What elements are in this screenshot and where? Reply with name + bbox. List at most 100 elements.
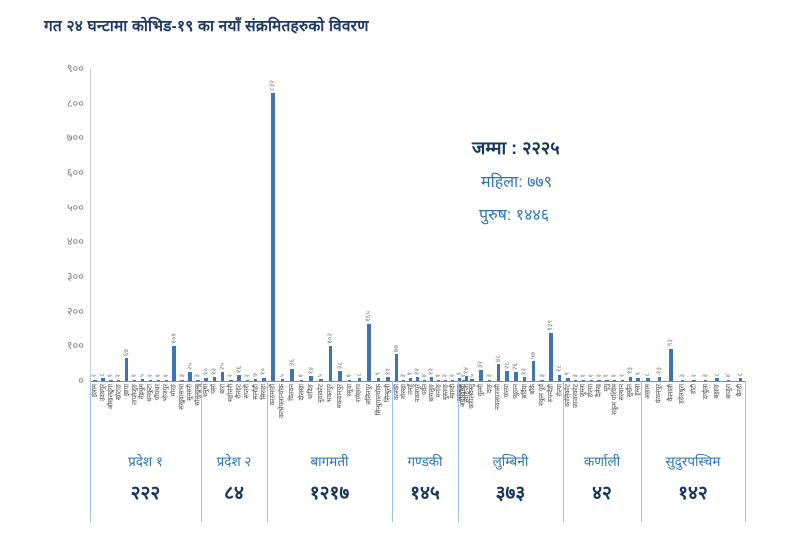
bar (505, 371, 509, 381)
bar (93, 379, 97, 381)
bar-value-label: १६५ (365, 310, 373, 322)
bar (188, 372, 192, 381)
district-slot: २८ पाल्पा (503, 69, 512, 398)
bar (309, 376, 313, 381)
district-label: सल्यान (618, 384, 626, 401)
district-label: दाङ (486, 384, 494, 394)
bar (692, 379, 696, 381)
bar-value-label: १ (435, 374, 442, 378)
bar (245, 379, 250, 381)
bar-value-label: ३ (572, 374, 580, 378)
y-axis-tick-label: ८०० (66, 97, 84, 110)
district-slot: २ इलाम (91, 69, 99, 397)
district-slot: २८ मकवानपुर (335, 69, 345, 408)
province-separator (90, 381, 91, 522)
bar (415, 376, 420, 381)
bar-value-label: ५ (468, 373, 476, 378)
district-label: जुम्ला (579, 384, 587, 398)
district-slot: १० धनुषा (202, 69, 210, 397)
y-axis-tick-label: ३०० (66, 271, 84, 283)
bar-value-label: ९ (407, 372, 414, 376)
bar (376, 377, 381, 381)
bar-value-label: १ (587, 374, 595, 378)
bar-value-label: २ (115, 374, 123, 378)
province-name: प्रदेश १ (128, 454, 163, 469)
province-separator (392, 381, 393, 522)
bar-value-label: १२ (414, 367, 421, 375)
district-label: तेह्रथुम (138, 384, 146, 400)
district-slot: १० सिराहा (260, 69, 268, 399)
bar (116, 379, 121, 381)
bar (479, 369, 483, 381)
bar (253, 378, 258, 381)
bar (280, 379, 285, 381)
y-axis-tick-label: ५०० (66, 201, 84, 214)
district-slot: ८ उदयपुर (99, 69, 107, 402)
district-slot: ३ संखुवासभा (178, 69, 186, 409)
district-label: डोटी (690, 384, 698, 395)
summary-female: महिला: ७७९ (481, 174, 553, 191)
district-label: प्युठान (512, 384, 520, 399)
district-label: रुपन्देही (547, 384, 555, 403)
y-axis-tick-label: ९०० (66, 63, 84, 75)
bar-value-label: ३ (678, 374, 686, 378)
bar-value-label: १३ (655, 367, 663, 375)
district-label: बाजुरा (725, 384, 733, 399)
district-label: दैलेख (595, 384, 603, 398)
bar (338, 371, 342, 381)
province-separator (563, 381, 564, 522)
district-label: तनहुँ (407, 384, 414, 395)
district-slot: २ सल्यान (619, 69, 627, 400)
district-slot: २६ प्युठान (512, 69, 521, 399)
bar-value-label: २५ (186, 363, 194, 371)
district-slot: ८ बझाङ (711, 69, 723, 399)
province-total: १४२ (678, 483, 708, 504)
bar-value-label: ३६ (288, 359, 296, 367)
district-slot: २ महोत्तरी (227, 69, 235, 402)
bar (156, 379, 161, 381)
district-slot: १२ बर्दिया (520, 69, 529, 399)
district-label: गुल्मी (477, 384, 485, 397)
district-slot: ९ हुम्ला (634, 69, 642, 395)
district-slot: ४ बाजुरा (723, 69, 735, 399)
district-label: इलाम (91, 384, 99, 398)
bar-value-label: ६७ (123, 348, 131, 356)
bar-value-label: २ (91, 374, 99, 378)
district-slot: १ मुगु (603, 69, 611, 391)
bar (164, 379, 168, 381)
bar (703, 379, 708, 381)
district-label: काभ्रेपलान्चोक (278, 384, 286, 418)
district-label: दार्चुला (702, 384, 710, 400)
district-slot: १ मनाङ (435, 69, 442, 397)
bar-value-label: ८ (355, 372, 363, 377)
bar-value-label: ८ (713, 372, 721, 377)
bar-value-label: ४ (421, 373, 428, 378)
bar (636, 377, 640, 381)
bar (514, 372, 518, 381)
district-slot: १ ताप्लेजुङ (131, 69, 139, 405)
district-slot: १ रसुवा (345, 69, 355, 396)
y-axis-tick-label: ६०० (66, 167, 84, 179)
province-name: बागमती (310, 454, 349, 469)
bar (680, 379, 685, 381)
y-axis-tick-label: ७०० (66, 132, 84, 145)
district-label: सुर्खेत (626, 384, 634, 398)
district-slot: ३ दार्चुला (700, 69, 712, 399)
district-label: ताप्लेजुङ (131, 384, 139, 405)
district-slot: ८३२ काठमाडौं (268, 69, 278, 406)
district-label: गोरखा (400, 384, 407, 400)
bar (589, 379, 594, 381)
district-label: खोटाङ (115, 384, 123, 401)
district-label: बारा (219, 384, 227, 394)
bar (347, 379, 352, 381)
district-label: रौतहट (235, 384, 243, 399)
y-axis-tick-label: ४०० (66, 236, 84, 249)
district-slot: १ भोजपुर (162, 69, 170, 401)
bar-value-label: ८३२ (269, 79, 277, 91)
bar (401, 379, 406, 381)
province-name: कर्णाली (583, 454, 621, 469)
bar-value-label: २५ (219, 363, 227, 371)
province-separator (641, 381, 642, 522)
summary-male: पुरुष: १४४६ (479, 207, 550, 224)
province-name: सुदुरपस्चिम (665, 454, 721, 469)
